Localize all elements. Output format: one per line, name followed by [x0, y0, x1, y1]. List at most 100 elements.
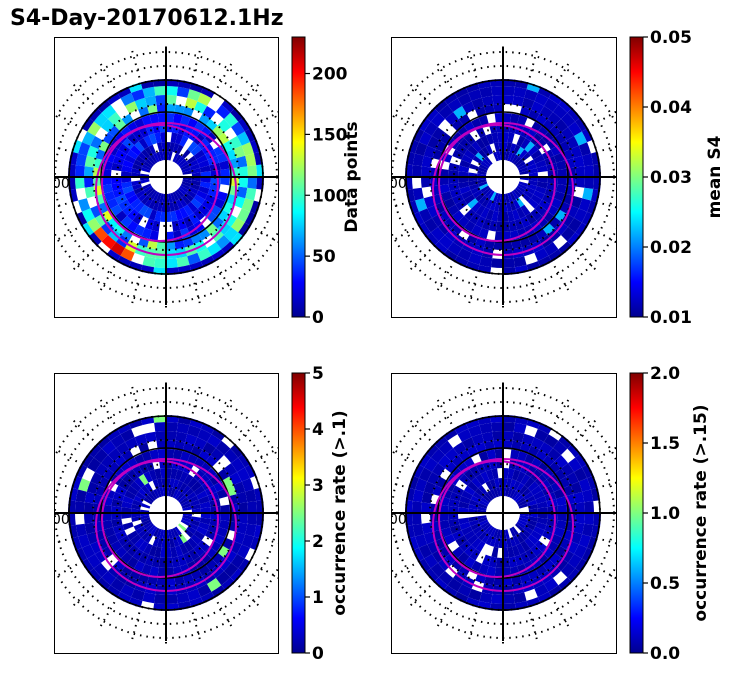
heatmap-cell [439, 168, 449, 177]
heatmap-cell [447, 204, 460, 216]
heatmap-cell [524, 89, 538, 102]
heatmap-cell [534, 584, 549, 598]
heatmap-cell [573, 491, 585, 504]
heatmap-cell [81, 208, 95, 223]
heatmap-cell [145, 158, 154, 167]
heatmap-cell [550, 145, 563, 156]
heatmap-cell [81, 117, 94, 132]
heatmap-cell [482, 494, 491, 503]
heatmap-cell [438, 440, 454, 456]
heatmap-cell [180, 115, 191, 127]
heatmap-cell [445, 215, 458, 229]
heatmap-cell [573, 155, 585, 168]
heatmap-cell [133, 159, 144, 168]
heatmap-cell [200, 507, 211, 513]
heatmap-cell [127, 194, 139, 205]
polar-plot-area: 00 [54, 42, 278, 312]
heatmap-cell [213, 481, 226, 492]
heatmap-cell [497, 211, 503, 222]
heatmap-cell [528, 513, 538, 518]
heatmap-cell [200, 591, 215, 604]
heatmap-cell [196, 190, 208, 200]
heatmap-cell [211, 551, 224, 565]
heatmap-cell [175, 199, 184, 210]
heatmap-cell [223, 213, 238, 227]
heatmap-cell [537, 591, 552, 604]
heatmap-cell [229, 136, 242, 150]
heatmap-cell [153, 152, 160, 163]
heatmap-cell [215, 234, 231, 250]
heatmap-cell [168, 529, 173, 539]
heatmap-cell [156, 142, 163, 152]
meridian-spoke [406, 585, 431, 610]
heatmap-cell [493, 104, 503, 114]
heatmap-cell [141, 195, 151, 205]
heatmap-cell [477, 503, 488, 509]
heatmap-cell [518, 181, 529, 187]
meridian-spoke [591, 446, 616, 463]
heatmap-cell [516, 207, 526, 219]
heatmap-cell [464, 208, 476, 221]
heatmap-cell [145, 494, 154, 503]
heatmap-cell [556, 520, 567, 530]
meridian-spoke [97, 395, 116, 425]
heatmap-cell [238, 502, 248, 513]
heatmap-cell [247, 501, 257, 513]
heatmap-cell [493, 478, 500, 488]
heatmap-cell [179, 497, 189, 505]
heatmap-cell [581, 464, 594, 479]
heatmap-cell [493, 528, 499, 539]
heatmap-cell [108, 447, 122, 462]
heatmap-cell [120, 551, 133, 564]
heatmap-cell [204, 558, 218, 571]
heatmap-cell [574, 544, 588, 559]
heatmap-cell [112, 524, 125, 535]
heatmap-cell [509, 152, 516, 163]
heatmap-cell [219, 160, 230, 170]
heatmap-cell [207, 242, 222, 256]
heatmap-cell [149, 113, 159, 124]
meridian-spoke [528, 612, 539, 644]
axes-frame [54, 373, 279, 654]
heatmap-cell [149, 449, 159, 460]
heatmap-cell [233, 531, 246, 545]
heatmap-cell [193, 485, 205, 496]
heatmap-cell [220, 177, 230, 186]
heatmap-cell [568, 554, 582, 569]
meridian-spoke [406, 249, 431, 274]
heatmap-cell [236, 522, 248, 535]
heatmap-cell [176, 189, 185, 198]
heatmap-cell [528, 508, 538, 513]
meridian-spoke [553, 601, 572, 631]
heatmap-cell [458, 165, 470, 173]
heatmap-cell [478, 563, 489, 575]
heatmap-cell [533, 526, 545, 536]
heatmap-cell [527, 183, 537, 191]
heatmap-cell [560, 213, 575, 227]
heatmap-cell [78, 534, 91, 548]
heatmap-cell [181, 149, 191, 159]
heatmap-cell [130, 145, 142, 156]
heatmap-cell [237, 467, 251, 482]
heatmap-cell [143, 135, 153, 147]
heatmap-cell [187, 477, 198, 489]
heatmap-cell [156, 202, 163, 212]
meridian-spoke [434, 395, 453, 425]
heatmap-cell [459, 159, 471, 168]
meridian-spoke [575, 249, 600, 274]
heatmap-cell [197, 92, 212, 106]
heatmap-cell [471, 477, 482, 489]
meridian-spoke [54, 447, 78, 463]
heatmap-cell [457, 584, 472, 598]
heatmap-cell [147, 189, 156, 198]
heatmap-cell [114, 119, 128, 132]
heatmap-cell [534, 540, 547, 552]
heatmap-cell [465, 597, 480, 608]
meridian-spoke [54, 227, 78, 243]
heatmap-cell [131, 513, 141, 518]
heatmap-cell [250, 536, 261, 551]
heatmap-cell [449, 491, 462, 502]
heatmap-cell [175, 431, 188, 443]
heatmap-cell [503, 538, 508, 548]
heatmap-cell [100, 221, 115, 235]
